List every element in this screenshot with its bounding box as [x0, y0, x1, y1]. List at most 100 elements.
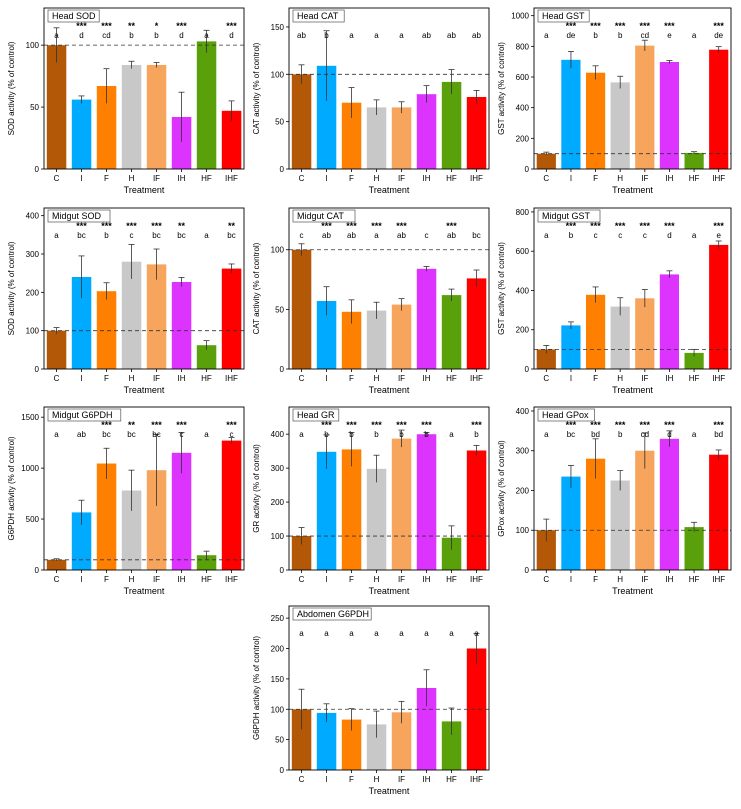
- y-tick-label: 0: [525, 566, 530, 575]
- group-letter: de: [714, 31, 723, 40]
- bar-if: [391, 304, 412, 369]
- x-tick-label: C: [54, 575, 60, 584]
- significance-stars: ***: [566, 21, 577, 31]
- significance-stars: ***: [76, 221, 87, 231]
- y-tick-label: 600: [516, 247, 530, 256]
- y-tick-label: 400: [516, 407, 530, 416]
- plot-frame: [288, 605, 490, 771]
- group-letter: e: [667, 31, 672, 40]
- bar-ihf: [709, 454, 729, 570]
- x-tick-label: C: [299, 775, 305, 784]
- bar-i: [71, 512, 92, 570]
- significance-stars: **: [228, 221, 236, 231]
- y-tick-label: 300: [516, 447, 530, 456]
- significance-stars: ***: [151, 420, 162, 430]
- x-tick-label: H: [129, 374, 135, 383]
- group-letter: a: [692, 31, 697, 40]
- y-tick-label: 400: [516, 104, 530, 113]
- significance-stars: ***: [615, 221, 626, 231]
- bar-c: [536, 153, 556, 169]
- significance-stars: ***: [640, 420, 651, 430]
- bar-hf: [196, 41, 217, 169]
- significance-stars: **: [128, 420, 136, 430]
- significance-stars: **: [128, 21, 136, 31]
- x-tick-label: F: [104, 374, 109, 383]
- x-tick-label: F: [349, 575, 354, 584]
- x-tick-label: I: [570, 374, 572, 383]
- chart-panel: a Ca Ia Fa Ha IF a IH a HF a IHF 0 50 100 150 200 250 Abdo…: [252, 605, 490, 796]
- bar-h: [121, 261, 142, 369]
- panel-title: Abdomen G6PDH: [297, 609, 369, 619]
- group-letter: b: [569, 231, 574, 240]
- x-tick-label: IH: [665, 374, 673, 383]
- x-tick-label: I: [80, 374, 82, 383]
- bar-ihf: [221, 268, 242, 369]
- significance-stars: ***: [640, 221, 651, 231]
- x-tick-label: I: [80, 575, 82, 584]
- group-letter: a: [54, 231, 59, 240]
- group-letter: c: [425, 231, 429, 240]
- x-tick-label: IF: [398, 775, 405, 784]
- bar-h: [366, 107, 387, 169]
- group-letter: bd: [591, 430, 600, 439]
- bar-if: [391, 438, 412, 570]
- panel-title: Midgut G6PDH: [52, 410, 113, 420]
- bar-if: [635, 450, 655, 570]
- x-tick-label: IH: [423, 575, 431, 584]
- group-letter: a: [299, 629, 304, 638]
- bar-c: [46, 330, 67, 369]
- significance-stars: ***: [396, 420, 407, 430]
- y-tick-label: 200: [516, 134, 530, 143]
- bar-i: [561, 325, 581, 369]
- x-tick-label: IHF: [225, 575, 238, 584]
- x-tick-label: F: [349, 775, 354, 784]
- significance-stars: ***: [446, 221, 457, 231]
- x-tick-label: IF: [641, 174, 648, 183]
- bar-f: [586, 72, 606, 169]
- x-tick-label: C: [299, 174, 305, 183]
- x-tick-label: F: [104, 575, 109, 584]
- bar-i: [561, 476, 581, 570]
- chart-panel: aC***bcI***bF***cH***bcIF**bcIHaHF**bcIH…: [7, 207, 245, 395]
- bar-c: [291, 249, 312, 369]
- x-tick-label: C: [543, 374, 549, 383]
- bar-f: [341, 449, 362, 570]
- y-tick-label: 1000: [511, 12, 529, 21]
- bar-ihf: [466, 278, 487, 369]
- y-tick-label: 1000: [21, 464, 39, 473]
- x-tick-label: IHF: [470, 174, 483, 183]
- group-letter: a: [324, 629, 329, 638]
- bar-ih: [659, 438, 679, 570]
- panel-title-box: [537, 408, 595, 422]
- significance-stars: ***: [713, 420, 724, 430]
- x-tick-label: C: [54, 174, 60, 183]
- bar-if: [146, 264, 167, 369]
- group-letter: c: [643, 231, 647, 240]
- x-tick-label: I: [570, 174, 572, 183]
- significance-stars: ***: [713, 21, 724, 31]
- chart-panel: cC***abI***abF***aH***abIFcIH***abHFbcIH…: [252, 207, 490, 395]
- y-axis-title: CAT activity (% of control): [252, 42, 261, 134]
- bar-ih: [659, 62, 679, 169]
- group-letter: a: [544, 31, 549, 40]
- bar-ih: [416, 434, 437, 570]
- group-letter: ab: [77, 430, 86, 439]
- bar-hf: [441, 537, 462, 570]
- x-tick-label: IH: [423, 374, 431, 383]
- significance-stars: **: [178, 221, 186, 231]
- group-letter: ab: [297, 31, 306, 40]
- bar-i: [71, 99, 92, 169]
- group-letter: a: [399, 31, 404, 40]
- y-tick-label: 200: [516, 326, 530, 335]
- group-letter: cd: [641, 430, 649, 439]
- y-axis-title: G6PDH activity (% of control): [7, 436, 16, 540]
- x-tick-label: F: [349, 174, 354, 183]
- panel-title-box: [292, 408, 340, 422]
- y-axis-title: GST activity (% of control): [497, 42, 506, 135]
- group-letter: a: [204, 31, 209, 40]
- x-tick-label: H: [374, 775, 380, 784]
- x-tick-label: I: [570, 575, 572, 584]
- x-tick-label: IF: [641, 374, 648, 383]
- bar-h: [366, 724, 387, 770]
- y-tick-label: 200: [26, 288, 40, 297]
